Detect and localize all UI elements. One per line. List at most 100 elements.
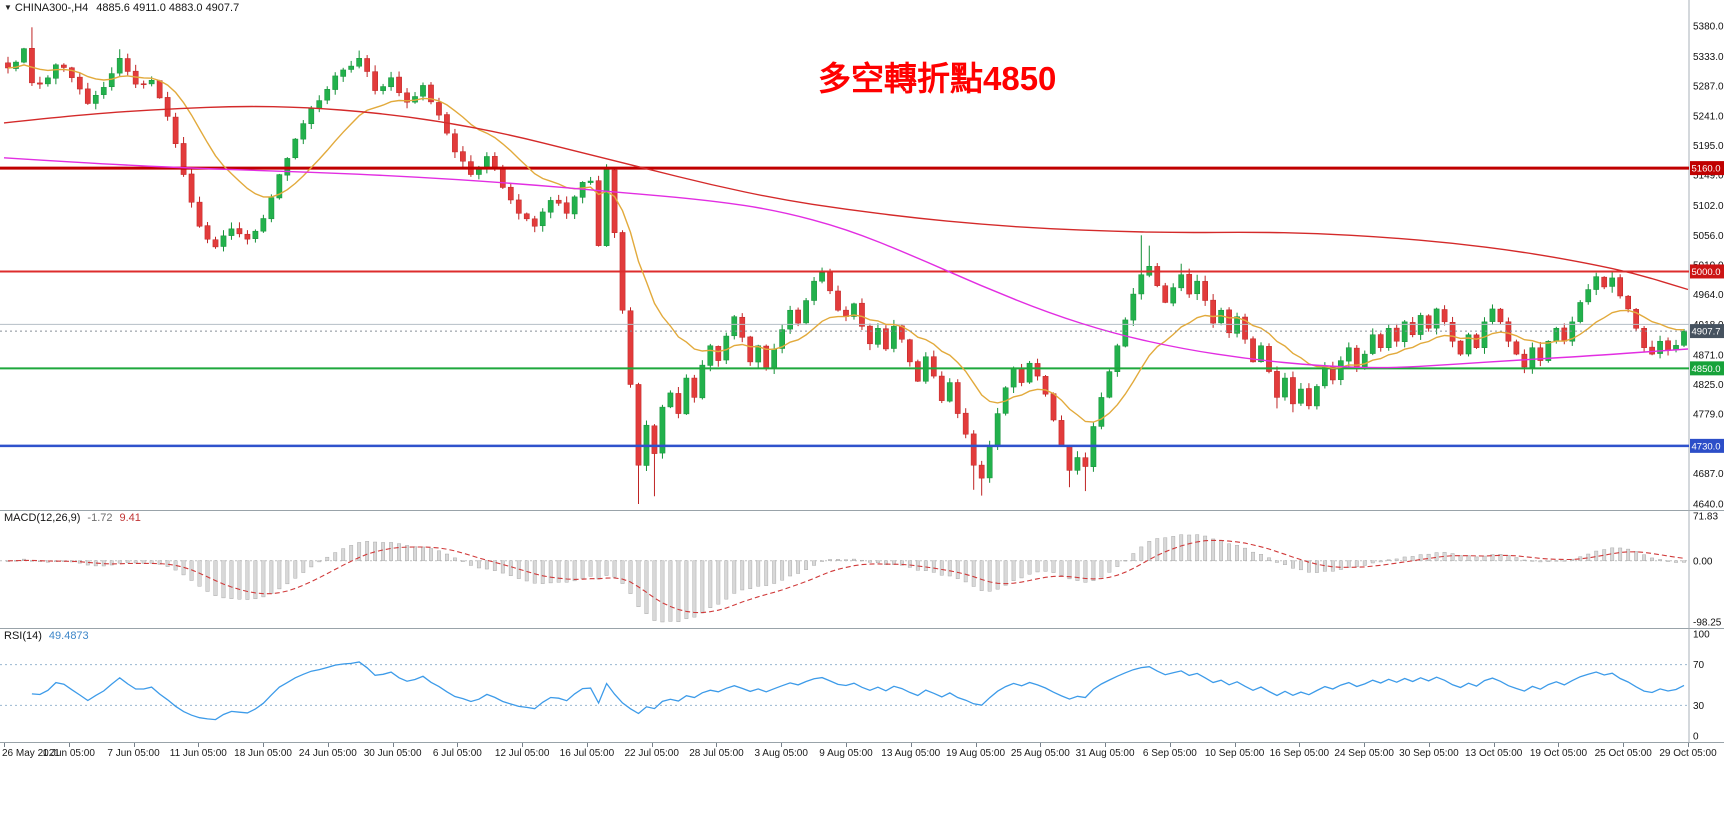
candle-body: [276, 174, 283, 199]
candle-body: [715, 346, 722, 361]
candle-body: [1577, 302, 1584, 322]
macd-bar: [756, 560, 761, 587]
ma-line-slow: [3, 105, 1689, 291]
candle-body: [124, 58, 131, 72]
date-label: 28 Jul 05:00: [689, 748, 744, 759]
macd-bar: [724, 560, 729, 600]
macd-bar: [468, 560, 473, 566]
macd-bar: [899, 560, 904, 566]
candle-body: [1314, 386, 1320, 407]
candle-body: [332, 75, 339, 90]
candle-body: [180, 143, 187, 175]
date-label: 29 Oct 05:00: [1659, 748, 1717, 759]
candle-body: [1601, 276, 1608, 288]
macd-bar: [1043, 560, 1048, 572]
symbol-dropdown-icon[interactable]: ▼: [4, 3, 12, 12]
candle-body: [1585, 289, 1592, 303]
candle-body: [84, 88, 91, 104]
macd-bar: [413, 546, 417, 561]
macd-bar: [644, 560, 649, 614]
macd-signal-value: 9.41: [119, 512, 141, 524]
macd-bar: [947, 560, 952, 577]
candle-body: [739, 316, 746, 338]
macd-bar: [157, 560, 162, 565]
macd-bar: [1426, 553, 1431, 561]
macd-main-value: -1.72: [87, 512, 113, 524]
macd-bar: [341, 548, 346, 561]
macd-bar: [1498, 554, 1503, 561]
macd-bar: [931, 560, 936, 573]
candle-body: [859, 302, 865, 327]
macd-bar: [852, 558, 856, 561]
macd-bar: [708, 560, 713, 608]
macd-bar: [812, 560, 816, 566]
candle-body: [76, 76, 83, 90]
candle-body: [5, 62, 11, 69]
macd-bar: [692, 560, 697, 618]
date-label: 25 Aug 05:00: [1010, 748, 1070, 759]
time-axis[interactable]: 26 May 2021 1 Jun 05:00 7 Jun 05:00 11 Jun …: [0, 743, 1724, 765]
macd-bar: [987, 560, 992, 592]
macd-bar: [868, 560, 872, 563]
price-tag: [1690, 324, 1724, 339]
macd-bar: [1586, 553, 1591, 561]
candle-body: [1282, 377, 1288, 398]
macd-tick-label: 71.83: [1693, 512, 1718, 523]
candle-body: [45, 77, 51, 85]
candle-body: [1377, 334, 1384, 348]
macd-bar: [141, 560, 146, 564]
rsi-indicator-panel: 100 70 30 0 RSI(14) 49.4873: [0, 628, 1724, 743]
macd-canvas[interactable]: 71.83 0.00 -98.25: [0, 510, 1724, 628]
candle-body: [523, 213, 530, 220]
rsi-canvas[interactable]: 100 70 30 0: [0, 628, 1724, 742]
macd-bar: [676, 560, 681, 622]
candle-body: [1481, 321, 1488, 348]
rsi-tick-label: 30: [1693, 701, 1705, 712]
date-tick-mark: [781, 743, 783, 747]
macd-bar: [1059, 560, 1064, 576]
candle-body: [476, 168, 482, 175]
date-tick-mark: [1493, 743, 1495, 747]
macd-bar: [205, 560, 210, 592]
candle-body: [651, 425, 658, 454]
price-chart-canvas[interactable]: 5380.0 5333.0 5287.0 5241.0 5195.0 5149.0 5102…: [0, 0, 1724, 510]
candle-body: [228, 228, 235, 236]
macd-bar: [349, 545, 354, 561]
candle-body: [236, 228, 243, 235]
macd-bar: [1083, 560, 1088, 583]
macd-bar: [836, 559, 840, 561]
candle-body: [164, 97, 171, 117]
candle-body: [883, 328, 889, 350]
candle-body: [1553, 328, 1560, 342]
candle-body: [1274, 371, 1280, 398]
candle-body: [1138, 274, 1145, 295]
macd-bar: [437, 550, 441, 561]
date-label: 13 Oct 05:00: [1465, 748, 1523, 759]
macd-bar: [995, 560, 1000, 590]
candle-body: [116, 58, 123, 74]
date-label: 24 Jun 05:00: [298, 748, 357, 759]
candle-body: [1106, 371, 1113, 398]
date-label: 6 Jul 05:00: [432, 748, 482, 759]
candle-body: [460, 151, 466, 162]
macd-bar: [333, 552, 338, 561]
candle-body: [755, 345, 762, 363]
rsi-tick-label: 100: [1693, 630, 1710, 641]
macd-bar: [1243, 547, 1247, 561]
date-label: 16 Jul 05:00: [559, 748, 615, 759]
candle-body: [1178, 274, 1185, 289]
macd-bar: [1410, 556, 1415, 561]
macd-bar: [325, 556, 330, 561]
date-tick-mark: [522, 743, 524, 747]
macd-bar: [1003, 560, 1008, 586]
candle-body: [978, 464, 985, 479]
candle-body: [587, 180, 594, 183]
date-tick-mark: [1105, 743, 1107, 747]
macd-bar: [1618, 547, 1623, 561]
candle-body: [1449, 322, 1456, 342]
candle-body: [627, 310, 634, 385]
date-label: 11 Jun 05:00: [169, 748, 227, 759]
macd-bar: [1338, 560, 1343, 570]
macd-bar: [1330, 560, 1335, 572]
date-label: 24 Sep 05:00: [1334, 748, 1394, 759]
